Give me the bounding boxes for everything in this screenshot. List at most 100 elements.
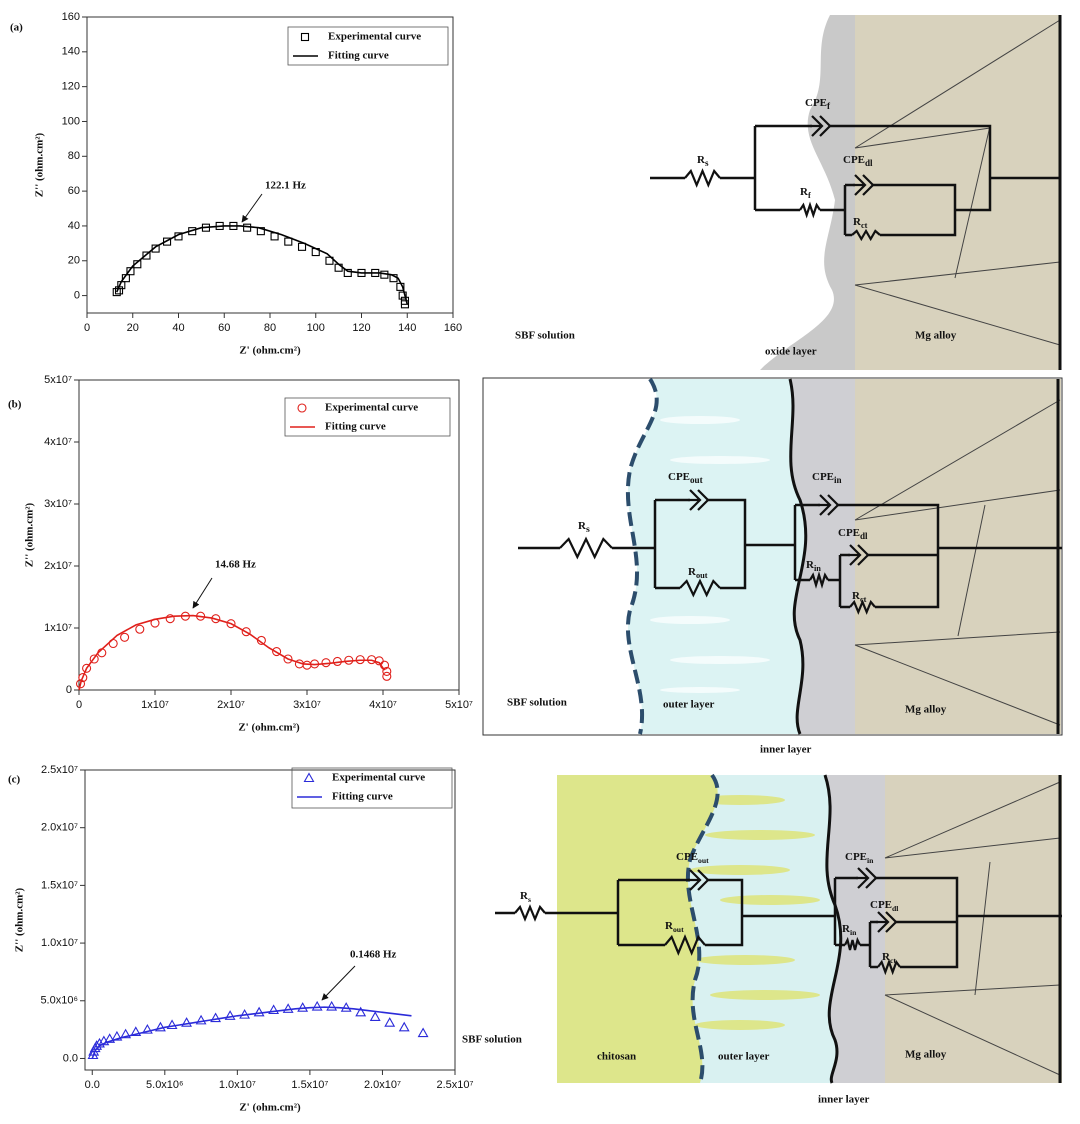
grain-lines xyxy=(884,781,1061,1076)
inner-boundary xyxy=(788,378,808,735)
legend-box xyxy=(291,767,453,809)
data-point xyxy=(195,1014,207,1025)
element-symbol: CPE xyxy=(843,154,865,166)
element-symbol: R xyxy=(852,590,861,602)
data-point xyxy=(355,1006,367,1017)
data-point xyxy=(163,237,172,246)
streaks xyxy=(650,416,770,693)
element-subscript: ct xyxy=(860,595,867,604)
element-label: Rin xyxy=(806,559,821,573)
x-tick-label: 0.0 xyxy=(85,1079,100,1091)
element-subscript: f xyxy=(827,101,831,111)
y-axis-label: Z'' (ohm.cm²) xyxy=(34,132,46,197)
x-tick-label: 2.5x10⁷ xyxy=(436,1079,473,1091)
y-tick-label: 4x10⁷ xyxy=(44,436,72,448)
y-tick-label: 2x10⁷ xyxy=(44,560,72,572)
x-tick-label: 120 xyxy=(352,322,370,334)
element-label: CPEin xyxy=(845,851,874,865)
element-symbol: CPE xyxy=(812,471,834,483)
fit-line xyxy=(91,1006,412,1059)
diagram-c xyxy=(557,773,1062,1084)
annotation-arrow xyxy=(321,965,356,1001)
element-symbol: R xyxy=(665,920,674,932)
data-point xyxy=(151,244,160,253)
panel-label: (c) xyxy=(8,774,21,786)
y-tick-label: 140 xyxy=(62,46,80,58)
element-symbol: R xyxy=(842,923,851,935)
element-symbol: R xyxy=(688,566,697,578)
element-symbol: R xyxy=(697,154,706,166)
element-subscript: dl xyxy=(892,904,898,913)
data-point xyxy=(340,1002,352,1012)
outer-region xyxy=(687,775,841,1083)
outer-boundary xyxy=(625,377,659,735)
wire xyxy=(830,124,992,212)
grain-lines xyxy=(854,399,1061,726)
legend-label: Experimental curve xyxy=(332,772,425,784)
data-point xyxy=(226,619,236,629)
data-point xyxy=(384,1017,396,1027)
x-axis-label: Z' (ohm.cm²) xyxy=(239,1102,301,1114)
data-point xyxy=(126,267,135,276)
legend-label: Fitting curve xyxy=(328,50,389,62)
legend-box xyxy=(284,397,451,437)
layer-label: outer layer xyxy=(663,699,715,711)
layer-label: inner layer xyxy=(818,1094,870,1106)
element-label: CPEout xyxy=(676,851,709,865)
element-symbol: CPE xyxy=(838,527,860,539)
element-subscript: in xyxy=(814,564,821,573)
element-label: Rout xyxy=(688,566,708,580)
grain-lines xyxy=(854,19,1061,346)
element-subscript: dl xyxy=(860,531,868,541)
data-point xyxy=(142,251,151,260)
annotation-arrow xyxy=(241,193,263,223)
layer-label: SBF solution xyxy=(507,697,567,709)
layer-label: SBF solution xyxy=(515,330,575,342)
x-tick-label: 4x10⁷ xyxy=(369,699,397,711)
data-point xyxy=(311,1000,323,1011)
x-tick-label: 5x10⁷ xyxy=(445,699,473,711)
y-tick-label: 2.0x10⁷ xyxy=(41,822,78,834)
diagram-b xyxy=(482,377,1063,736)
data-point xyxy=(343,268,352,278)
element-subscript: s xyxy=(586,524,590,535)
data-point xyxy=(120,1028,132,1039)
element-label: Rin xyxy=(842,923,857,937)
resistor xyxy=(664,934,706,956)
element-subscript: in xyxy=(834,475,842,485)
element-label: CPEin xyxy=(812,471,842,486)
y-tick-label: 120 xyxy=(62,81,80,93)
layer-label: inner layer xyxy=(760,744,812,756)
element-subscript: out xyxy=(673,925,684,934)
element-subscript: out xyxy=(690,475,703,485)
element-symbol: CPE xyxy=(668,471,690,483)
element-label: Rct xyxy=(882,951,896,965)
data-point xyxy=(112,288,121,297)
data-point xyxy=(400,300,410,309)
resistor xyxy=(559,536,613,560)
annotation: 14.68 Hz xyxy=(215,559,256,571)
panel-label: (b) xyxy=(8,399,22,411)
y-tick-label: 1.0x10⁷ xyxy=(41,937,78,949)
annotation: 122.1 Hz xyxy=(265,180,306,192)
x-tick-label: 80 xyxy=(264,322,276,334)
fit-line xyxy=(78,614,386,691)
y-tick-label: 0 xyxy=(66,684,72,696)
data-point xyxy=(382,671,392,681)
element-subscript: s xyxy=(705,158,709,168)
data-point xyxy=(398,291,407,300)
data-point xyxy=(75,679,86,689)
element-symbol: R xyxy=(882,951,891,963)
resistor xyxy=(877,958,901,976)
layer-label: oxide layer xyxy=(765,346,817,358)
legend-label: Fitting curve xyxy=(332,791,393,803)
element-symbol: CPE xyxy=(805,97,827,109)
x-tick-label: 0 xyxy=(84,322,90,334)
element-symbol: R xyxy=(578,520,587,532)
plot-frame xyxy=(86,16,454,314)
element-label: CPEdl xyxy=(838,527,868,542)
mg-region xyxy=(855,15,1060,370)
element-subscript: dl xyxy=(865,158,873,168)
inner-region xyxy=(790,379,855,734)
x-tick-label: 140 xyxy=(398,322,416,334)
